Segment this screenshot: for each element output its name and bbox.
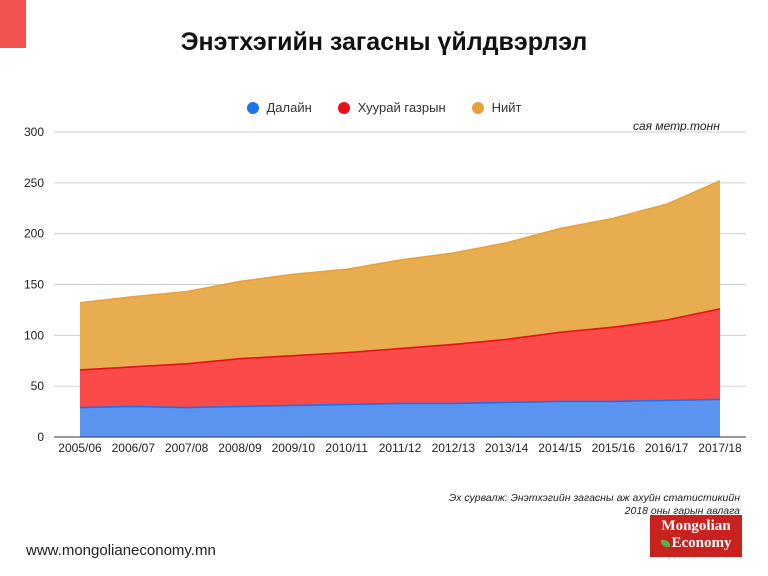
x-tick-label: 2013/14 [485, 441, 529, 455]
leaf-icon [660, 540, 670, 548]
x-tick-label: 2015/16 [592, 441, 636, 455]
logo-line-1: Mongolian [661, 518, 731, 534]
y-tick-label: 300 [24, 125, 44, 139]
source-line-2: 2018 оны гарын авлага [624, 505, 740, 517]
x-tick-label: 2012/13 [432, 441, 476, 455]
legend-label-inland: Хуурай газрын [357, 100, 446, 115]
x-tick-label: 2016/17 [645, 441, 689, 455]
x-tick-label: 2006/07 [112, 441, 156, 455]
x-tick-label: 2011/12 [379, 441, 422, 455]
y-tick-label: 0 [37, 430, 44, 444]
legend-item-inland: Хуурай газрын [337, 100, 446, 115]
area-marine [80, 399, 720, 437]
brand-logo: Mongolian Economy [650, 515, 742, 557]
website-url: www.mongolianeconomy.mn [26, 542, 216, 559]
chart-title: Энэтхэгийн загасны үйлдвэрлэл [180, 28, 588, 56]
logo-line-2-wrap: Economy [650, 535, 742, 552]
y-tick-label: 100 [24, 328, 44, 342]
unit-label: сая метр.тонн [633, 119, 720, 133]
legend-marker-inland [337, 101, 350, 114]
y-tick-label: 200 [24, 227, 44, 241]
logo-line-2: Economy [671, 535, 732, 551]
y-tick-label: 250 [24, 176, 44, 190]
x-tick-label: 2010/11 [325, 441, 368, 455]
source-line-1: Эх сурвалж: Энэтхэгийн загасны аж ахуйн … [448, 492, 740, 504]
chart-legend: Далайн Хуурай газрын Нийт [0, 100, 768, 115]
corner-accent-tab [0, 0, 26, 48]
source-note: Эх сурвалж: Энэтхэгийн загасны аж ахуйн … [449, 492, 740, 518]
x-tick-label: 2009/10 [272, 441, 316, 455]
x-tick-label: 2007/08 [165, 441, 209, 455]
x-tick-label: 2008/09 [218, 441, 262, 455]
legend-marker-marine [246, 101, 259, 114]
y-tick-label: 50 [31, 379, 45, 393]
legend-label-marine: Далайн [266, 100, 312, 115]
legend-marker-total [471, 101, 484, 114]
x-tick-label: 2017/18 [698, 441, 742, 455]
legend-item-marine: Далайн [246, 100, 312, 115]
x-tick-label: 2014/15 [538, 441, 582, 455]
legend-label-total: Нийт [491, 100, 522, 115]
y-tick-label: 150 [24, 278, 44, 292]
x-tick-label: 2005/06 [58, 441, 102, 455]
legend-item-total: Нийт [471, 100, 522, 115]
